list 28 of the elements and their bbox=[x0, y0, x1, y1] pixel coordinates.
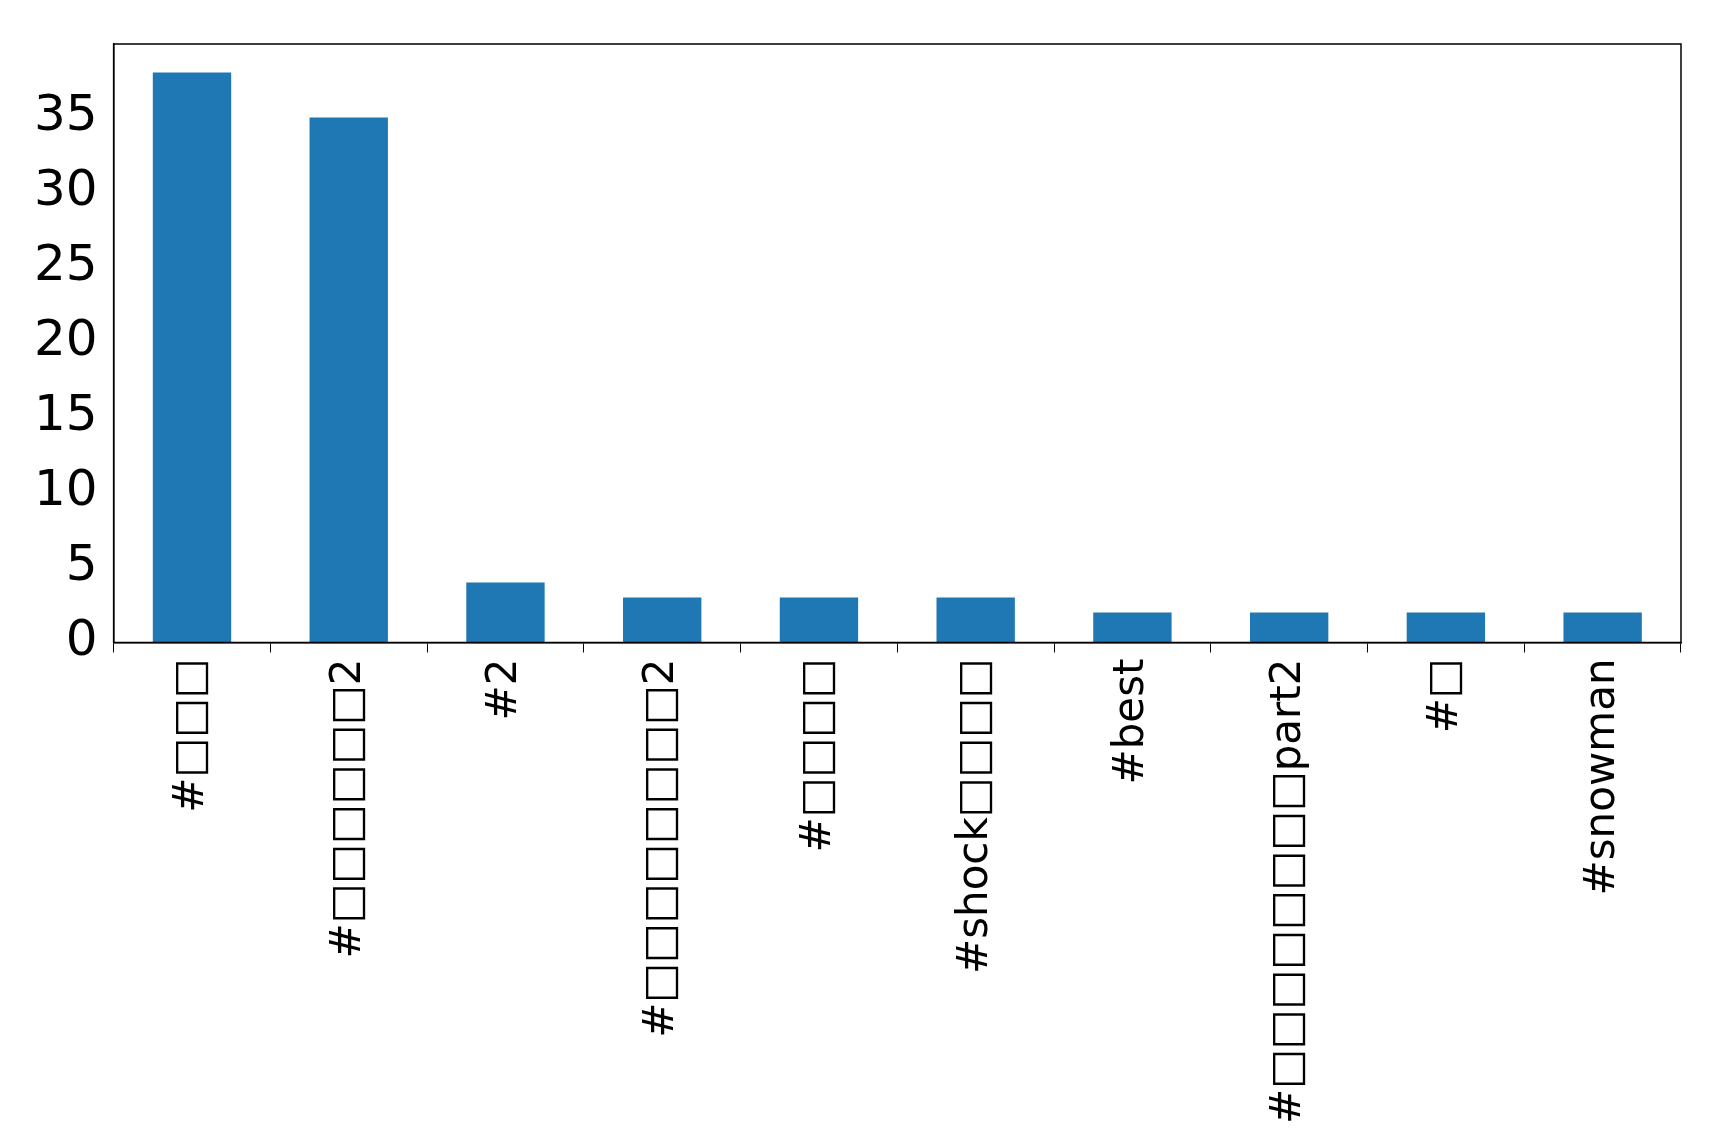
x-tick-label: #□ bbox=[1417, 658, 1467, 734]
x-tick-label: #□□□□□□□□part2 bbox=[1261, 658, 1311, 1125]
bar bbox=[466, 582, 545, 643]
y-tick-label: 15 bbox=[34, 384, 98, 443]
bar bbox=[1406, 612, 1486, 643]
y-tick-label: 0 bbox=[65, 609, 98, 668]
x-tick-label: #snowman bbox=[1574, 658, 1624, 896]
bar bbox=[1093, 612, 1172, 643]
x-tick-label: #2 bbox=[477, 658, 527, 721]
bar bbox=[1249, 612, 1329, 643]
bar bbox=[1563, 612, 1642, 643]
bar bbox=[936, 597, 1015, 643]
bar bbox=[779, 597, 859, 643]
y-tick-label: 10 bbox=[34, 459, 98, 518]
y-tick-label: 20 bbox=[34, 309, 98, 368]
y-tick-label: 5 bbox=[65, 534, 98, 593]
x-tick-label: #best bbox=[1104, 658, 1154, 785]
y-tick-label: 25 bbox=[34, 234, 98, 293]
bar bbox=[623, 597, 702, 643]
y-tick-label: 30 bbox=[34, 159, 98, 218]
y-tick-label: 35 bbox=[34, 84, 98, 143]
bar bbox=[152, 72, 232, 643]
x-tick-label: #□□□□□□□□2 bbox=[634, 658, 684, 1038]
x-tick-label: #□□□□ bbox=[790, 658, 840, 853]
x-tick-label: #shock□□□□ bbox=[947, 658, 997, 975]
x-tick-label: #□□□ bbox=[163, 658, 213, 813]
x-tick-label: #□□□□□□2 bbox=[320, 658, 370, 959]
bar bbox=[309, 117, 388, 643]
